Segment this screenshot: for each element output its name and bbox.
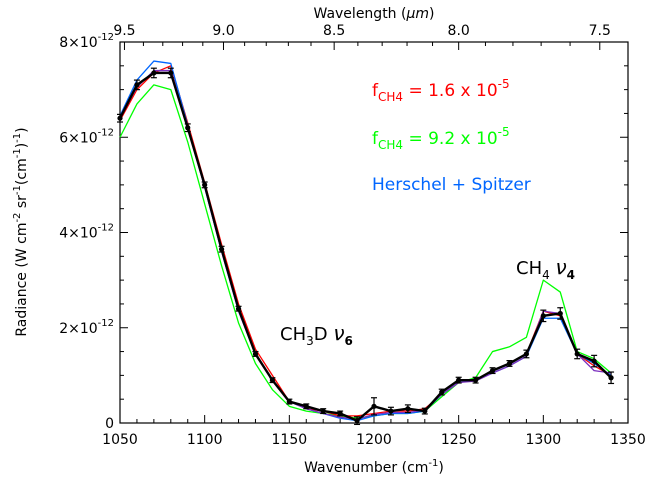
top-tick-label: 8.0 — [448, 23, 470, 39]
x-tick-label: 1100 — [187, 432, 223, 448]
y-tick-label: 6×10-12 — [59, 127, 114, 146]
data-point — [168, 70, 174, 76]
data-point — [439, 389, 445, 395]
y-tick-label: 0 — [105, 416, 114, 432]
data-point — [286, 398, 292, 405]
axis-labels: Wavenumber (cm-1) Wavelength (μm) Radian… — [12, 6, 444, 476]
data-point — [405, 406, 411, 412]
top-tick-label: 9.0 — [212, 23, 234, 39]
annotations: CH3D ν6 CH4 ν4 — [280, 255, 575, 348]
top-tick-label: 8.5 — [323, 23, 345, 39]
annotation-ch4: CH4 ν4 — [516, 255, 575, 282]
data-point — [117, 115, 123, 121]
data-point — [574, 351, 580, 357]
data-point — [219, 246, 225, 252]
data-point — [185, 125, 191, 131]
data-point — [202, 182, 208, 188]
data-point — [371, 403, 377, 409]
series-line-4 — [119, 69, 612, 420]
data-point — [235, 306, 242, 312]
data-point — [252, 351, 259, 357]
data-point — [506, 360, 513, 367]
x-tick-label: 1200 — [356, 432, 392, 448]
y-axis-label: Radiance (W cm-2 sr-1(cm-1)-1) — [12, 127, 30, 336]
y-tick-label: 8×10-12 — [59, 32, 114, 51]
series-line-2 — [119, 84, 612, 419]
annotation-ch3d: CH3D ν6 — [280, 321, 353, 348]
series-line-3 — [119, 60, 612, 422]
data-point — [303, 403, 309, 409]
data-point — [320, 408, 326, 414]
top-tick-label: 7.5 — [589, 23, 611, 39]
data-point — [456, 377, 462, 383]
x-tick-label: 1300 — [526, 432, 562, 448]
series-group — [117, 60, 615, 426]
legend: fCH4 = 1.6 x 10-5 fCH4 = 9.2 x 10-5 Hersch… — [372, 77, 531, 195]
data-point — [591, 358, 597, 364]
data-point — [151, 70, 157, 76]
data-point — [388, 408, 394, 414]
data-point — [422, 408, 428, 414]
data-point — [473, 377, 479, 383]
data-point — [489, 368, 496, 374]
legend-entry: fCH4 = 9.2 x 10-5 — [372, 125, 510, 152]
data-point — [608, 375, 614, 381]
top-axis-label: Wavelength (μm) — [314, 6, 435, 22]
data-point — [134, 82, 140, 88]
legend-entry: fCH4 = 1.6 x 10-5 — [372, 77, 510, 104]
x-tick-label: 1050 — [102, 432, 138, 448]
top-tick-label: 9.5 — [113, 23, 135, 39]
data-point — [354, 418, 360, 424]
data-point — [523, 351, 530, 357]
axis-ticks: 1050 1100 1150 1200 1250 1300 1350 0 2×10-12 4×10… — [59, 23, 646, 448]
x-axis-label: Wavenumber (cm-1) — [304, 458, 444, 476]
x-tick-label: 1350 — [610, 432, 646, 448]
x-tick-label: 1250 — [441, 432, 477, 448]
y-tick-label: 4×10-12 — [59, 223, 114, 242]
data-point — [337, 410, 343, 417]
observed-line — [118, 71, 612, 422]
data-point — [269, 377, 275, 383]
legend-entry: Herschel + Spitzer — [372, 175, 531, 195]
series-line-1 — [119, 65, 612, 417]
x-tick-label: 1150 — [272, 432, 308, 448]
data-point — [540, 313, 546, 319]
data-point — [557, 310, 563, 317]
y-tick-label: 2×10-12 — [59, 318, 114, 337]
